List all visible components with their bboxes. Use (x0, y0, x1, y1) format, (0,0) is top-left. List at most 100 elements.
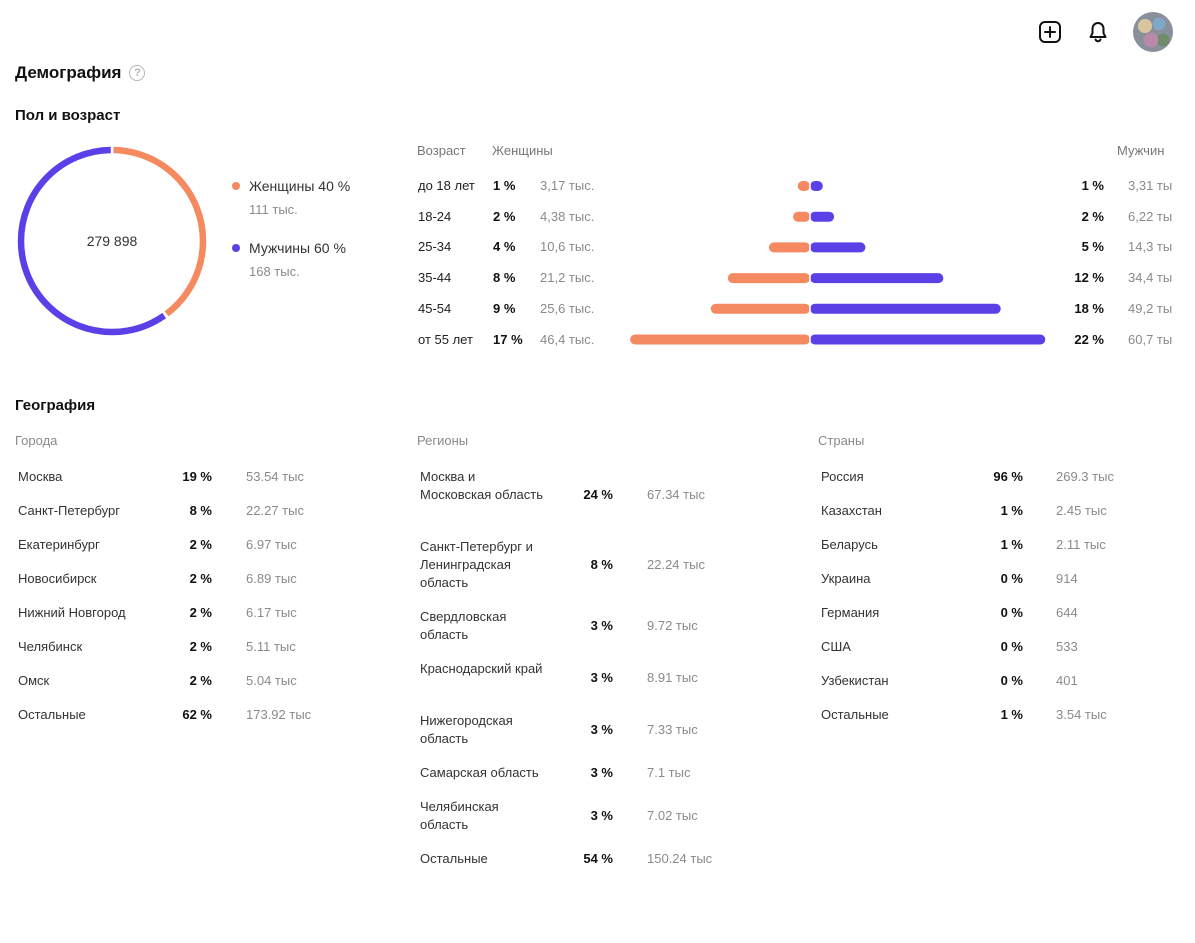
city-count: 6.89 тыс (246, 571, 297, 586)
men-percent: 22 % (1074, 331, 1104, 347)
pyramid-bar-men (810, 181, 823, 191)
age-row: 18-24 2 % 4,38 тыс. 2 % 6,22 ты (0, 207, 1195, 227)
city-percent: 2 % (189, 537, 212, 552)
region-name: Самарская область (420, 765, 539, 780)
region-row: Самарская область 3 % 7.1 тыс (420, 764, 737, 782)
age-header: Возраст (417, 143, 466, 158)
country-count: 914 (1056, 571, 1078, 586)
region-percent: 3 % (590, 670, 613, 685)
men-count: 34,4 ты (1128, 270, 1173, 286)
city-count: 22.27 тыс (246, 503, 304, 518)
section-title-gender-age: Пол и возраст (15, 107, 121, 124)
city-count: 6.97 тыс (246, 537, 297, 552)
legend-women: Женщины 40 % 111 тыс. (232, 178, 350, 217)
country-row: Остальные 1 % 3.54 тыс (821, 706, 1146, 724)
city-name: Остальные (18, 707, 86, 722)
city-row: Новосибирск 2 % 6.89 тыс (18, 570, 336, 588)
country-count: 2.11 тыс (1056, 537, 1106, 552)
region-count: 67.34 тыс (647, 487, 705, 502)
topbar (1037, 12, 1173, 52)
legend-men-label: Мужчины 60 % (249, 240, 346, 256)
notifications-button[interactable] (1085, 19, 1111, 45)
country-count: 3.54 тыс (1056, 707, 1107, 722)
region-count: 22.24 тыс (647, 557, 705, 572)
city-percent: 8 % (189, 503, 212, 518)
women-percent: 9 % (493, 300, 516, 316)
city-count: 6.17 тыс (246, 605, 297, 620)
country-percent: 1 % (1000, 707, 1023, 722)
section-title-geography: География (15, 397, 96, 414)
legend-men-dot (232, 244, 240, 252)
city-name: Новосибирск (18, 571, 97, 586)
pyramid-bar-men (810, 334, 1046, 345)
legend-men: Мужчины 60 % 168 тыс. (232, 240, 350, 279)
city-count: 5.11 тыс (246, 639, 296, 654)
women-count: 21,2 тыс. (540, 270, 595, 286)
women-percent: 8 % (493, 270, 516, 286)
region-row: Санкт-Петербург и Ленинградская область 8… (420, 538, 737, 592)
region-name: Нижегородская область (420, 713, 513, 746)
pyramid-bar-women (630, 334, 810, 345)
men-count: 6,22 ты (1128, 208, 1173, 224)
country-row: Узбекистан 0 % 401 (821, 672, 1146, 690)
women-count: 46,4 тыс. (540, 331, 595, 347)
age-label: 45-54 (418, 300, 452, 316)
region-percent: 3 % (590, 722, 613, 737)
city-count: 173.92 тыс (246, 707, 312, 722)
legend-women-label: Женщины 40 % (249, 178, 351, 194)
region-row: Свердловская область 3 % 9.72 тыс (420, 608, 737, 644)
city-name: Нижний Новгород (18, 605, 126, 620)
city-name: Челябинск (18, 639, 83, 654)
city-percent: 2 % (189, 571, 212, 586)
pyramid-bar-women (793, 211, 810, 222)
age-row: 35-44 8 % 21,2 тыс. 12 % 34,4 ты (0, 268, 1195, 288)
city-count: 53.54 тыс (246, 469, 304, 484)
region-row: Остальные 54 % 150.24 тыс (420, 850, 737, 868)
age-label: до 18 лет (418, 178, 475, 193)
country-name: Германия (821, 605, 880, 620)
country-count: 269.3 тыс (1056, 469, 1114, 484)
pyramid-bar-women (797, 181, 810, 191)
city-row: Екатеринбург 2 % 6.97 тыс (18, 536, 336, 554)
region-count: 150.24 тыс (647, 851, 713, 866)
avatar[interactable] (1133, 12, 1173, 52)
legend-men-count: 168 тыс. (249, 264, 300, 279)
country-percent: 0 % (1000, 605, 1023, 620)
country-row: Беларусь 1 % 2.11 тыс (821, 536, 1146, 554)
region-name: Остальные (420, 851, 488, 866)
men-count: 60,7 ты (1128, 331, 1173, 347)
men-percent: 5 % (1081, 239, 1104, 255)
men-percent: 18 % (1074, 300, 1104, 316)
country-name: Узбекистан (821, 673, 889, 688)
pyramid-bar-men (810, 303, 1001, 314)
pyramid-center-divider (809, 181, 811, 191)
age-pyramid-chart (630, 181, 1046, 345)
bell-icon (1089, 22, 1107, 43)
region-percent: 54 % (583, 851, 613, 866)
add-button[interactable] (1037, 19, 1063, 45)
women-percent: 2 % (493, 208, 516, 224)
pyramid-center-divider (809, 273, 811, 284)
pyramid-bar-women (768, 242, 810, 253)
city-name: Екатеринбург (18, 537, 100, 552)
donut-total: 279 898 (86, 233, 138, 249)
donut-segment-women (17, 146, 207, 336)
age-row: 45-54 9 % 25,6 тыс. 18 % 49,2 ты (0, 299, 1195, 319)
country-row: Россия 96 % 269.3 тыс (821, 468, 1146, 486)
region-row: Нижегородская область 3 % 7.33 тыс (420, 712, 737, 748)
city-percent: 2 % (189, 605, 212, 620)
regions-header: Регионы (417, 433, 469, 448)
page-header: Демография ? (15, 63, 146, 83)
city-name: Санкт-Петербург (18, 503, 120, 518)
city-percent: 2 % (189, 673, 212, 688)
region-row: Челябинская область 3 % 7.02 тыс (420, 798, 737, 834)
men-count: 49,2 ты (1128, 300, 1173, 316)
country-name: Беларусь (821, 537, 878, 552)
region-percent: 8 % (590, 557, 613, 572)
country-row: Украина 0 % 914 (821, 570, 1146, 588)
men-count: 3,31 ты (1128, 178, 1173, 193)
city-row: Остальные 62 % 173.92 тыс (18, 706, 336, 724)
pyramid-bar-men (810, 211, 835, 222)
country-name: Украина (821, 571, 871, 586)
help-icon[interactable]: ? (129, 65, 146, 81)
